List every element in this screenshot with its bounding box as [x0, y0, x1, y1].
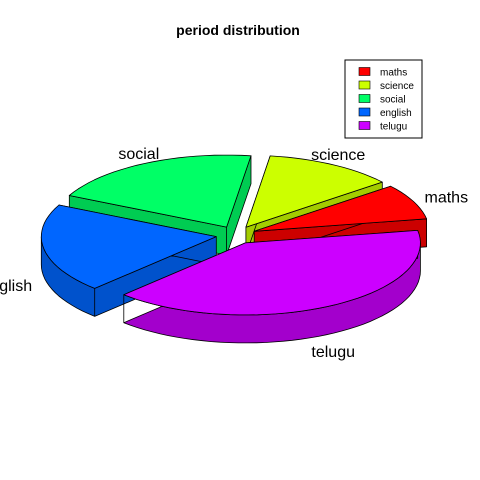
legend-swatch-science: [358, 80, 371, 90]
slice-social: [68, 154, 252, 228]
slice-maths: [253, 185, 427, 232]
legend-label-science: science: [380, 81, 414, 92]
slice-english: [40, 204, 217, 289]
slice-label-english: english: [0, 278, 32, 295]
legend-swatch-social: [358, 94, 371, 103]
slice-label-maths: maths: [425, 190, 469, 207]
slice-label-social: social: [118, 146, 159, 163]
slice-label-telugu: telugu: [311, 344, 355, 361]
legend-swatch-english: [358, 107, 371, 117]
chart-title: period distribution: [176, 22, 300, 38]
legend-label-social: social: [380, 95, 406, 106]
legend-swatch-telugu: [358, 121, 371, 130]
legend: maths science social english telugu: [344, 59, 423, 139]
slice-telugu: [123, 230, 421, 316]
slice-labels: maths science social english telugu: [0, 146, 468, 361]
legend-label-english: english: [380, 108, 412, 119]
pie-slices: [40, 154, 427, 344]
slice-science: [245, 155, 383, 228]
legend-label-telugu: telugu: [380, 122, 407, 133]
legend-label-maths: maths: [380, 68, 407, 79]
slice-label-science: science: [311, 147, 365, 164]
legend-swatch-maths: [358, 67, 371, 76]
legend-box: [344, 59, 423, 139]
